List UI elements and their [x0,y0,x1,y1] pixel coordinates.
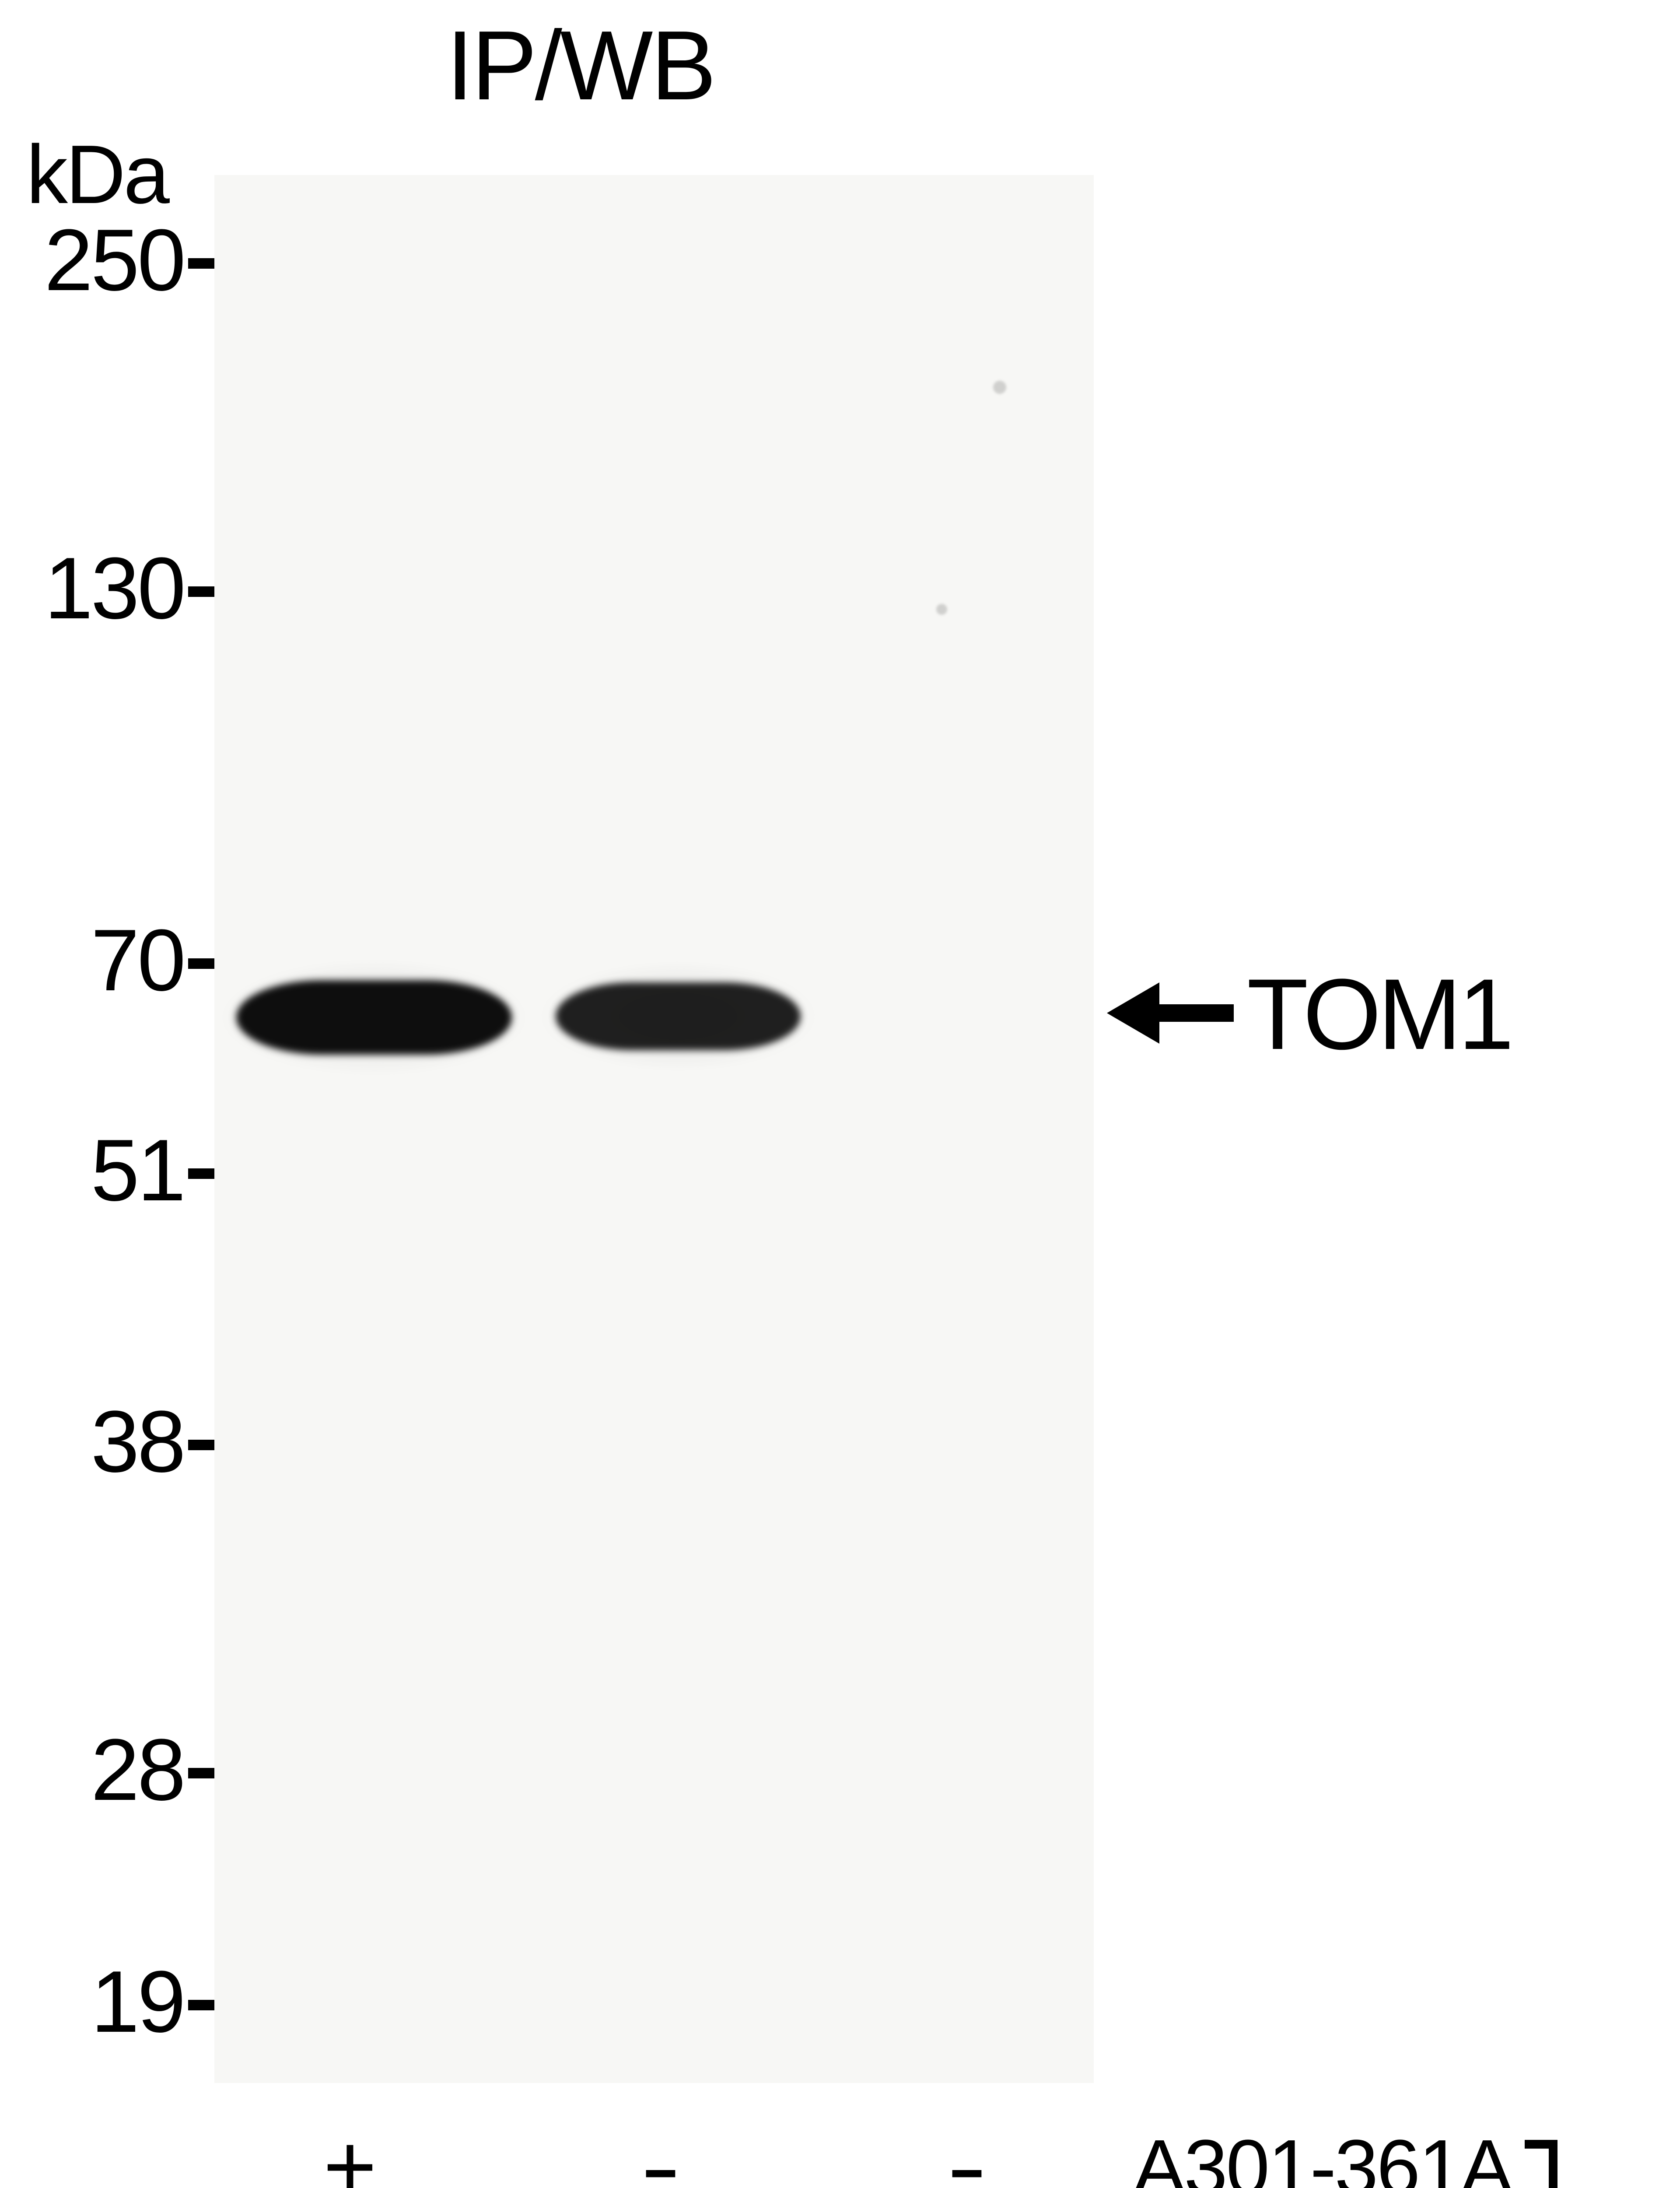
kda-unit-label: kDa [26,127,168,222]
blot-membrane [214,175,1094,2083]
figure-container: IP/WB kDa 250 130 70 51 38 28 19 TOM1 + - - A301-… [0,0,1680,2188]
mw-marker-label: 70 [91,910,184,1011]
lane-minus: - [615,2114,706,2188]
protein-band [236,980,512,1055]
mw-marker-tick [188,1768,214,1778]
blot-noise [993,381,1006,394]
mw-marker-label: 250 [44,210,184,311]
ip-bracket-top-tick [1525,2140,1549,2149]
mw-marker-tick [188,258,214,269]
mw-marker-label: 38 [91,1392,184,1492]
mw-marker-tick [188,2000,214,2010]
lane-minus: - [921,2114,1012,2188]
mw-marker-label: 51 [91,1120,184,1221]
mw-marker-tick [188,586,214,597]
lane-plus: + [315,2114,385,2188]
target-arrow-shaft [1159,1004,1234,1022]
ip-bracket-vertical [1549,2140,1558,2188]
mw-marker-label: 19 [91,1952,184,2052]
mw-marker-tick [188,1168,214,1179]
target-arrow-head [1107,982,1159,1044]
protein-band [556,982,801,1050]
figure-title: IP/WB [446,9,714,122]
antibody-label: A301-361A [1133,2122,1512,2188]
mw-marker-label: 130 [44,538,184,639]
blot-noise [936,604,947,615]
mw-marker-tick [188,1440,214,1450]
mw-marker-label: 28 [91,1720,184,1820]
mw-marker-tick [188,958,214,969]
target-protein-label: TOM1 [1247,956,1511,1072]
